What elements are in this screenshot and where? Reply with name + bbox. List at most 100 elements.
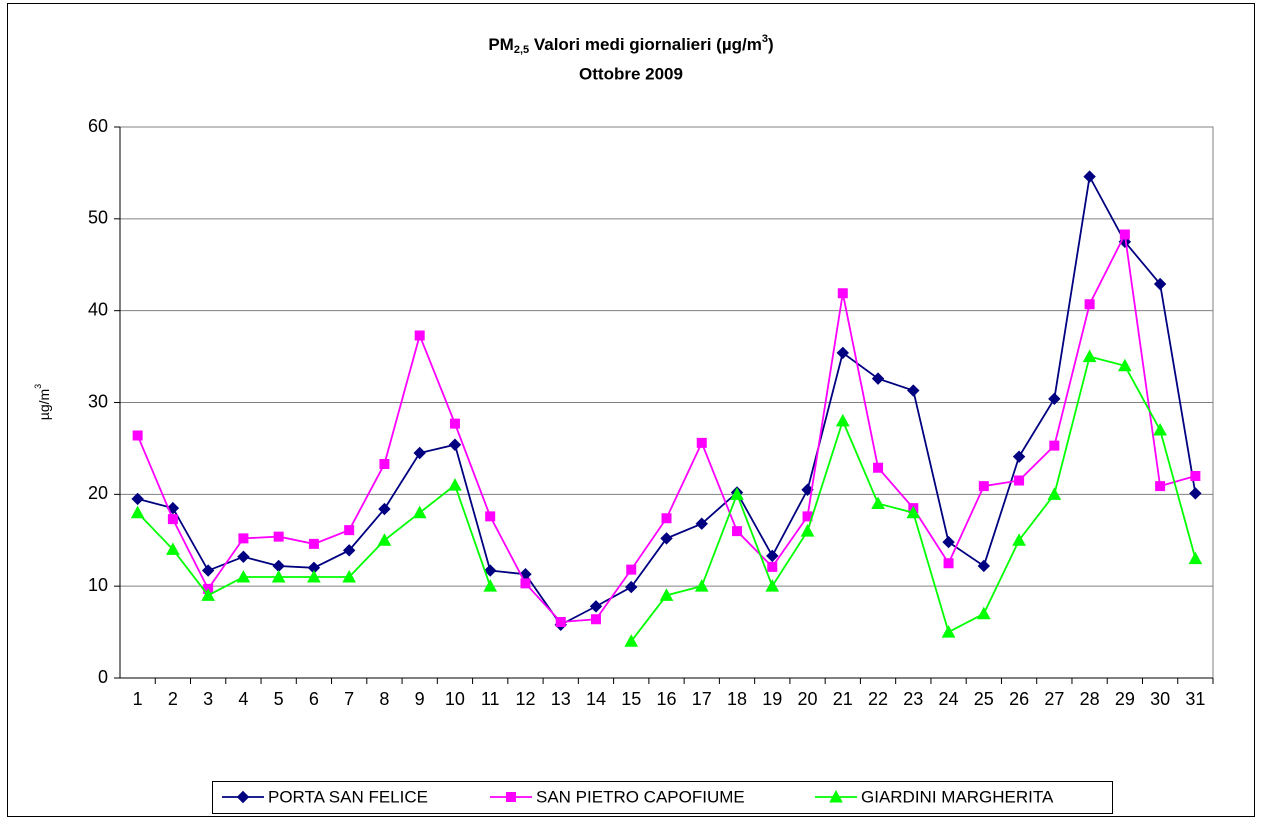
data-point [767, 561, 778, 572]
data-point [201, 564, 215, 577]
title-subscript: 2,5 [514, 44, 529, 56]
data-point [1014, 475, 1025, 486]
legend-label: PORTA SAN FELICE [268, 787, 428, 806]
data-point [624, 634, 639, 647]
data-point [906, 505, 921, 519]
title-part: ) [768, 35, 774, 54]
data-point [1084, 299, 1095, 310]
x-tick-label: 27 [1044, 689, 1064, 709]
data-point [271, 569, 286, 583]
data-point [590, 614, 601, 625]
x-tick-label: 8 [379, 689, 389, 709]
y-tick-label: 30 [88, 391, 108, 411]
x-tick-label: 26 [1009, 689, 1029, 709]
data-point [485, 511, 496, 522]
data-point [131, 492, 144, 506]
data-point [379, 459, 390, 470]
data-point [659, 588, 674, 601]
data-point [837, 288, 848, 299]
data-point [1118, 358, 1132, 372]
x-tick-label: 25 [974, 689, 994, 709]
data-point [520, 578, 531, 589]
data-point [1012, 450, 1026, 463]
x-tick-label: 11 [481, 689, 500, 709]
data-point [943, 558, 954, 569]
x-tick-label: 10 [445, 689, 465, 709]
data-point [765, 579, 780, 592]
data-point [978, 481, 989, 492]
x-tick-label: 20 [798, 689, 818, 709]
x-tick-label: 31 [1185, 689, 1205, 709]
x-tick-label: 5 [274, 689, 284, 709]
data-point [166, 542, 180, 555]
y-tick-label: 40 [88, 299, 108, 319]
data-point [942, 535, 955, 549]
data-point [1082, 349, 1097, 363]
data-point [413, 446, 426, 460]
x-tick-label: 6 [309, 689, 319, 709]
legend-marker [829, 789, 843, 803]
data-point [308, 538, 319, 549]
data-point [1153, 423, 1167, 436]
data-point [237, 550, 250, 563]
data-point [730, 487, 744, 500]
data-point [1119, 229, 1130, 240]
data-point [555, 616, 566, 627]
data-point [1188, 551, 1203, 565]
data-point [130, 505, 145, 519]
y-tick-label: 0 [98, 667, 108, 687]
x-tick-label: 24 [939, 689, 959, 709]
data-point [483, 579, 498, 592]
y-tick-label: 10 [88, 575, 108, 595]
title-superscript: 3 [762, 33, 768, 45]
data-point [414, 330, 425, 341]
data-point [1190, 470, 1201, 481]
data-point [167, 514, 178, 525]
y-tick-label: 20 [88, 483, 108, 503]
data-point [201, 588, 215, 601]
data-point [626, 564, 637, 575]
data-point [941, 625, 956, 638]
y-tick-label: 50 [88, 208, 108, 228]
chart-title: PM2,5 Valori medi giornalieri (µg/m3) [488, 33, 773, 56]
data-point [1048, 392, 1061, 406]
x-tick-label: 18 [727, 689, 747, 709]
data-point [1047, 487, 1062, 500]
data-point [802, 511, 813, 522]
data-point [732, 526, 743, 537]
x-tick-label: 13 [551, 689, 571, 709]
data-point [871, 496, 885, 510]
data-point [589, 600, 603, 613]
data-point [448, 478, 462, 491]
x-tick-label: 14 [586, 689, 606, 709]
x-tick-label: 23 [903, 689, 923, 709]
data-point [412, 505, 427, 519]
data-point [1083, 170, 1096, 183]
data-point [484, 564, 497, 577]
data-point [873, 462, 884, 473]
data-point [238, 533, 249, 544]
data-point [377, 533, 392, 546]
x-tick-label: 28 [1080, 689, 1100, 709]
x-tick-label: 9 [415, 689, 425, 709]
data-point [694, 579, 709, 592]
x-tick-label: 17 [692, 689, 712, 709]
data-point [661, 513, 672, 524]
x-tick-label: 19 [762, 689, 782, 709]
data-point [342, 544, 356, 557]
data-point [1012, 533, 1026, 546]
x-tick-label: 4 [238, 689, 248, 709]
title-part: Valori medi giornalieri (µg/m [529, 35, 762, 54]
x-tick-label: 21 [833, 689, 853, 709]
data-point [273, 531, 284, 542]
x-tick-label: 16 [656, 689, 676, 709]
data-point [907, 384, 920, 397]
x-tick-label: 7 [344, 689, 354, 709]
data-point [1153, 277, 1167, 291]
data-point [449, 418, 460, 429]
x-tick-label: 22 [868, 689, 888, 709]
x-tick-label: 30 [1150, 689, 1170, 709]
data-point [696, 437, 707, 448]
data-point [871, 372, 885, 385]
